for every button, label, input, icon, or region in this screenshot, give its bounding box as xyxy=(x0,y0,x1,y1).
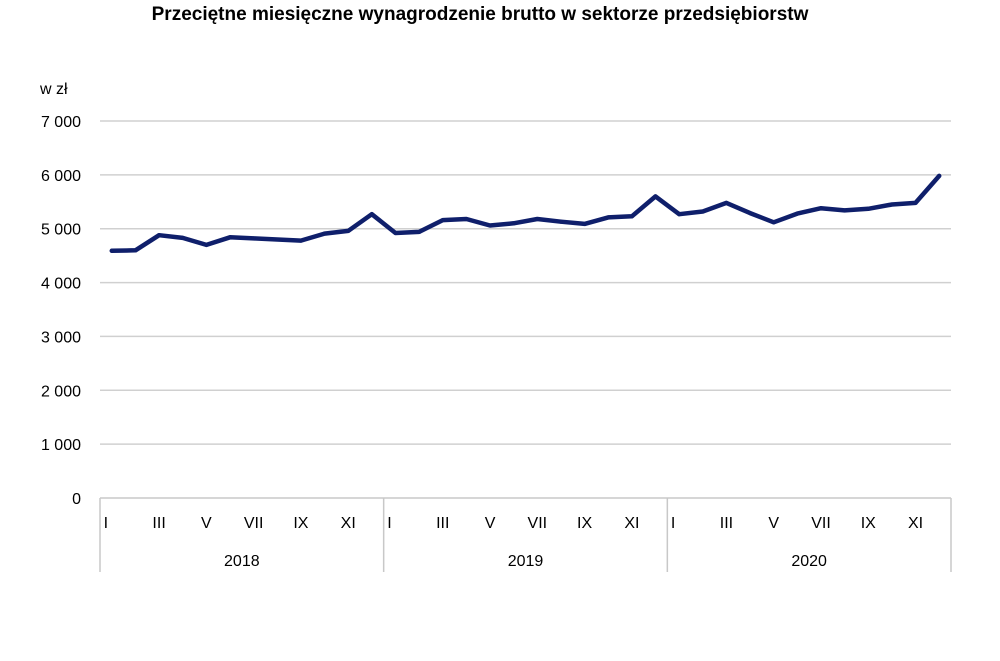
data-point xyxy=(606,215,611,220)
data-point xyxy=(724,200,729,205)
x-tick-label: III xyxy=(152,515,165,532)
x-tick-label: III xyxy=(720,515,733,532)
data-point xyxy=(204,242,209,247)
x-tick-label: VII xyxy=(244,515,264,532)
data-point xyxy=(889,202,894,207)
y-axis-ticks: 0 1 000 2 000 3 000 4 000 5 000 6 000 7 000 xyxy=(41,114,81,508)
x-tick-label: VII xyxy=(528,515,548,532)
x-tick-label: V xyxy=(485,515,496,532)
y-tick-label: 1 000 xyxy=(41,437,81,454)
year-label: 2019 xyxy=(508,553,544,570)
data-point xyxy=(322,231,327,236)
data-point xyxy=(251,236,256,241)
data-point xyxy=(511,221,516,226)
x-tick-label: IX xyxy=(293,515,308,532)
data-point xyxy=(558,219,563,224)
x-tick-label: I xyxy=(387,515,391,532)
data-point xyxy=(440,218,445,223)
data-point xyxy=(535,217,540,222)
data-point xyxy=(913,200,918,205)
year-label: 2018 xyxy=(224,553,260,570)
y-tick-label: 3 000 xyxy=(41,329,81,346)
data-point xyxy=(582,221,587,226)
series-layer xyxy=(109,173,942,254)
y-tick-label: 7 000 xyxy=(41,114,81,131)
year-label: 2020 xyxy=(791,553,827,570)
data-point xyxy=(180,235,185,240)
series-line xyxy=(109,173,942,254)
data-point xyxy=(866,206,871,211)
data-point xyxy=(157,233,162,238)
y-tick-label: 0 xyxy=(72,491,81,508)
data-point xyxy=(771,220,776,225)
data-point xyxy=(298,238,303,243)
data-point xyxy=(842,208,847,213)
x-tick-label: VII xyxy=(811,515,831,532)
x-tick-label: I xyxy=(671,515,675,532)
data-point xyxy=(393,231,398,236)
x-tick-label: XI xyxy=(908,515,923,532)
data-point xyxy=(275,237,280,242)
data-point xyxy=(937,173,942,178)
y-axis-unit: w zł xyxy=(39,81,68,98)
data-point xyxy=(818,206,823,211)
chart-title: Przeciętne miesięczne wynagrodzenie brut… xyxy=(151,4,809,25)
x-tick-label: V xyxy=(201,515,212,532)
data-point xyxy=(488,223,493,228)
data-point xyxy=(653,194,658,199)
data-point xyxy=(228,235,233,240)
y-tick-label: 5 000 xyxy=(41,222,81,239)
data-point xyxy=(677,212,682,217)
y-tick-label: 2 000 xyxy=(41,383,81,400)
x-tick-label: V xyxy=(768,515,779,532)
y-tick-label: 4 000 xyxy=(41,276,81,293)
y-tick-label: 6 000 xyxy=(41,168,81,185)
data-point xyxy=(133,248,138,253)
x-tick-label: XI xyxy=(624,515,639,532)
x-tick-label: III xyxy=(436,515,449,532)
x-tick-label: IX xyxy=(861,515,876,532)
x-tick-label: XI xyxy=(341,515,356,532)
x-tick-label: IX xyxy=(577,515,592,532)
gridlines xyxy=(100,120,951,445)
data-point xyxy=(629,214,634,219)
data-point xyxy=(417,229,422,234)
data-point xyxy=(369,212,374,217)
data-point xyxy=(346,228,351,233)
data-point xyxy=(795,211,800,216)
data-point xyxy=(700,209,705,214)
x-tick-label: I xyxy=(104,515,108,532)
data-point xyxy=(464,217,469,222)
data-point xyxy=(109,248,114,253)
data-point xyxy=(748,211,753,216)
